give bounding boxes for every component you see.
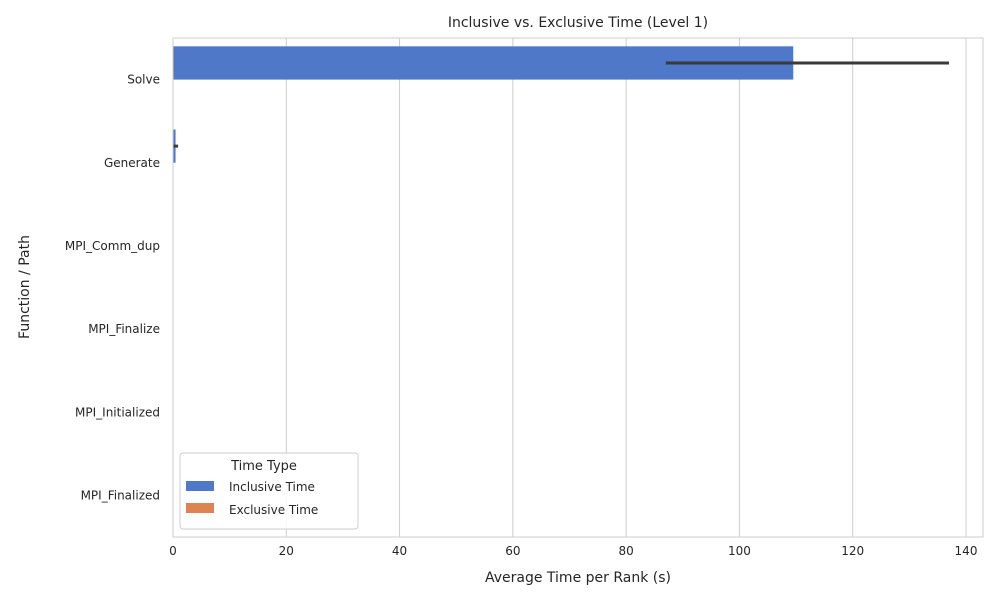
x-tick-labels: 0 20 40 60 80 100 120 140: [169, 544, 977, 558]
x-axis-label: Average Time per Rank (s): [485, 570, 671, 586]
legend-label-exclusive-time: Exclusive Time: [229, 503, 318, 517]
y-tick-labels: Solve Generate MPI_Comm_dup MPI_Finalize MPI…: [65, 73, 160, 503]
x-tick-label: 20: [279, 544, 294, 558]
error-bars: [173, 61, 950, 148]
y-tick-label-mpi-comm-dup: MPI_Comm_dup: [65, 239, 160, 253]
y-axis-label: Function / Path: [17, 235, 33, 339]
y-tick-label-mpi-finalized: MPI_Finalized: [81, 488, 160, 502]
legend-box: [179, 452, 359, 530]
y-tick-label-generate: Generate: [104, 156, 160, 170]
chart-title: Inclusive vs. Exclusive Time (Level 1): [448, 15, 708, 31]
y-tick-label-mpi-initialized: MPI_Initialized: [75, 405, 160, 419]
x-tick-label: 80: [619, 544, 634, 558]
x-tick-label: 40: [392, 544, 407, 558]
x-tick-label: 120: [841, 544, 864, 558]
legend-label-inclusive-time: Inclusive Time: [229, 480, 315, 494]
x-tick-label: 140: [955, 544, 978, 558]
x-tick-label: 60: [505, 544, 520, 558]
grid: [172, 38, 967, 537]
y-tick-label-mpi-finalize: MPI_Finalize: [88, 322, 160, 336]
legend-swatch-exclusive-time: [186, 503, 214, 513]
plot-frame: [172, 37, 984, 538]
legend-swatch-inclusive-time: [186, 481, 214, 491]
legend-title: Time Type: [230, 459, 297, 474]
x-tick-label: 0: [169, 544, 177, 558]
legend: Time Type Inclusive Time Exclusive Time: [179, 452, 359, 530]
y-tick-label-solve: Solve: [127, 73, 160, 87]
x-tick-label: 100: [728, 544, 751, 558]
